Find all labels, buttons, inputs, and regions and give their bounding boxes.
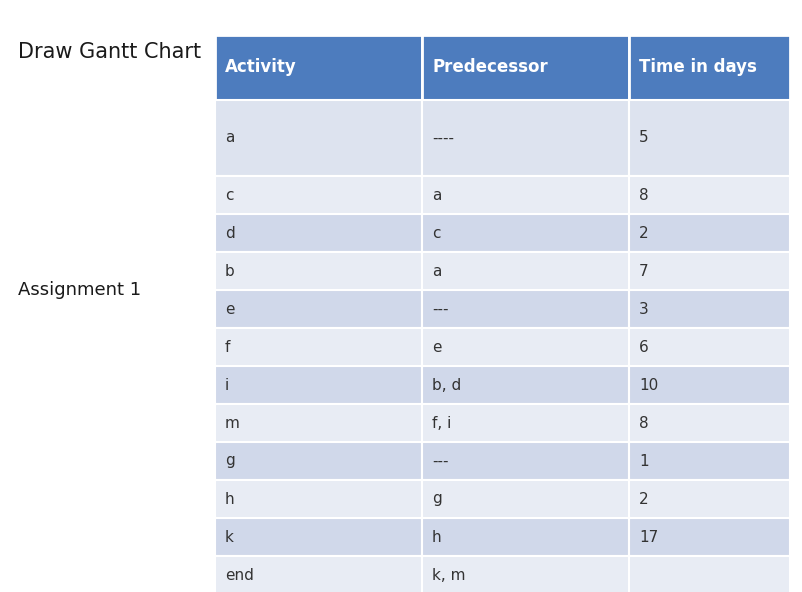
FancyBboxPatch shape	[629, 176, 790, 214]
FancyBboxPatch shape	[422, 404, 629, 442]
FancyBboxPatch shape	[422, 35, 629, 100]
FancyBboxPatch shape	[422, 556, 629, 592]
FancyBboxPatch shape	[215, 518, 422, 556]
FancyBboxPatch shape	[629, 35, 790, 100]
FancyBboxPatch shape	[629, 366, 790, 404]
FancyBboxPatch shape	[422, 252, 629, 290]
Text: b: b	[225, 263, 235, 278]
FancyBboxPatch shape	[629, 518, 790, 556]
FancyBboxPatch shape	[629, 480, 790, 518]
Text: m: m	[225, 416, 240, 430]
Text: i: i	[225, 378, 229, 392]
FancyBboxPatch shape	[215, 252, 422, 290]
FancyBboxPatch shape	[422, 328, 629, 366]
Text: c: c	[225, 188, 233, 202]
Text: 17: 17	[639, 529, 658, 545]
Text: h: h	[432, 529, 442, 545]
FancyBboxPatch shape	[629, 290, 790, 328]
FancyBboxPatch shape	[215, 404, 422, 442]
FancyBboxPatch shape	[215, 100, 422, 176]
FancyBboxPatch shape	[422, 100, 629, 176]
FancyBboxPatch shape	[422, 214, 629, 252]
FancyBboxPatch shape	[629, 252, 790, 290]
FancyBboxPatch shape	[422, 480, 629, 518]
FancyBboxPatch shape	[215, 328, 422, 366]
Text: e: e	[432, 339, 441, 355]
FancyBboxPatch shape	[215, 214, 422, 252]
Text: 1: 1	[639, 453, 649, 468]
FancyBboxPatch shape	[215, 556, 422, 592]
FancyBboxPatch shape	[629, 404, 790, 442]
Text: 7: 7	[639, 263, 649, 278]
Text: b, d: b, d	[432, 378, 461, 392]
Text: 8: 8	[639, 416, 649, 430]
Text: e: e	[225, 301, 234, 317]
Text: k: k	[225, 529, 234, 545]
Text: Assignment 1: Assignment 1	[18, 281, 141, 299]
FancyBboxPatch shape	[629, 214, 790, 252]
Text: k, m: k, m	[432, 568, 465, 583]
FancyBboxPatch shape	[215, 480, 422, 518]
FancyBboxPatch shape	[215, 442, 422, 480]
FancyBboxPatch shape	[629, 442, 790, 480]
Text: 6: 6	[639, 339, 649, 355]
FancyBboxPatch shape	[215, 366, 422, 404]
Text: a: a	[225, 130, 234, 146]
Text: 2: 2	[639, 226, 649, 240]
Text: c: c	[432, 226, 440, 240]
Text: 3: 3	[639, 301, 649, 317]
Text: 2: 2	[639, 491, 649, 507]
Text: Time in days: Time in days	[639, 59, 757, 76]
FancyBboxPatch shape	[422, 176, 629, 214]
Text: ---: ---	[432, 301, 448, 317]
FancyBboxPatch shape	[422, 366, 629, 404]
FancyBboxPatch shape	[629, 556, 790, 592]
FancyBboxPatch shape	[215, 35, 422, 100]
Text: 5: 5	[639, 130, 649, 146]
Text: g: g	[225, 453, 235, 468]
Text: Draw Gantt Chart: Draw Gantt Chart	[18, 42, 201, 62]
Text: f: f	[225, 339, 230, 355]
Text: d: d	[225, 226, 235, 240]
Text: a: a	[432, 188, 441, 202]
FancyBboxPatch shape	[215, 290, 422, 328]
Text: ---: ---	[432, 453, 448, 468]
FancyBboxPatch shape	[422, 290, 629, 328]
Text: Activity: Activity	[225, 59, 297, 76]
Text: ----: ----	[432, 130, 454, 146]
Text: Predecessor: Predecessor	[432, 59, 548, 76]
Text: end: end	[225, 568, 254, 583]
Text: 10: 10	[639, 378, 658, 392]
Text: 8: 8	[639, 188, 649, 202]
FancyBboxPatch shape	[422, 518, 629, 556]
FancyBboxPatch shape	[215, 176, 422, 214]
FancyBboxPatch shape	[629, 100, 790, 176]
Text: g: g	[432, 491, 442, 507]
Text: f, i: f, i	[432, 416, 452, 430]
Text: h: h	[225, 491, 235, 507]
Text: a: a	[432, 263, 441, 278]
FancyBboxPatch shape	[629, 328, 790, 366]
FancyBboxPatch shape	[422, 442, 629, 480]
